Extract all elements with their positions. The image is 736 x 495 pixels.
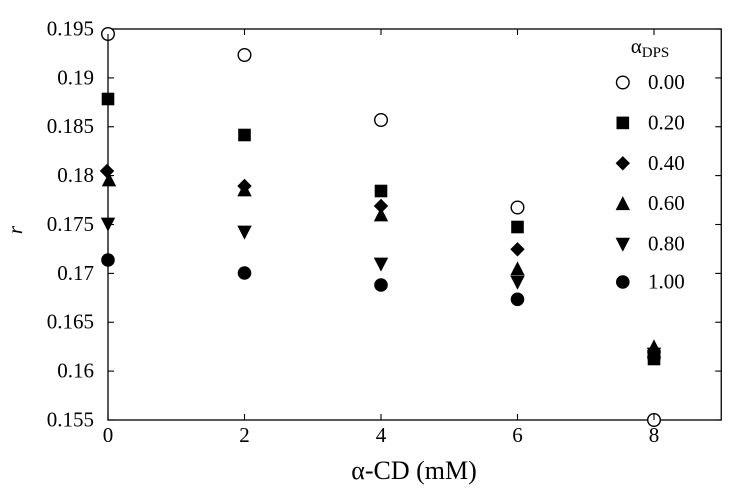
svg-text:0.185: 0.185 (47, 114, 94, 138)
svg-text:0.60: 0.60 (648, 191, 685, 215)
svg-text:0.155: 0.155 (47, 408, 94, 432)
svg-text:2: 2 (239, 423, 250, 447)
svg-text:0.175: 0.175 (47, 212, 94, 236)
svg-text:0.80: 0.80 (648, 232, 685, 256)
svg-text:4: 4 (376, 423, 387, 447)
svg-text:α-CD (mM): α-CD (mM) (351, 456, 477, 485)
svg-text:0.195: 0.195 (47, 17, 94, 41)
svg-text:0.18: 0.18 (57, 163, 94, 187)
svg-text:0.40: 0.40 (648, 151, 685, 175)
svg-text:6: 6 (512, 423, 523, 447)
svg-text:0.16: 0.16 (57, 359, 94, 383)
svg-text:1.00: 1.00 (648, 270, 685, 294)
svg-text:0.19: 0.19 (57, 65, 94, 89)
svg-text:0: 0 (103, 423, 114, 447)
svg-text:0.17: 0.17 (57, 261, 94, 285)
svg-text:0.20: 0.20 (648, 110, 685, 134)
svg-text:0.165: 0.165 (47, 310, 94, 334)
svg-text:0.00: 0.00 (648, 70, 685, 94)
svg-text:αDPS: αDPS (631, 34, 670, 61)
svg-text:r: r (3, 225, 27, 234)
